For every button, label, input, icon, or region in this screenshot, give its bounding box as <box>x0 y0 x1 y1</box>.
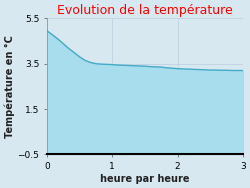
Y-axis label: Température en °C: Température en °C <box>4 35 15 138</box>
Title: Evolution de la température: Evolution de la température <box>57 4 233 17</box>
X-axis label: heure par heure: heure par heure <box>100 174 190 184</box>
